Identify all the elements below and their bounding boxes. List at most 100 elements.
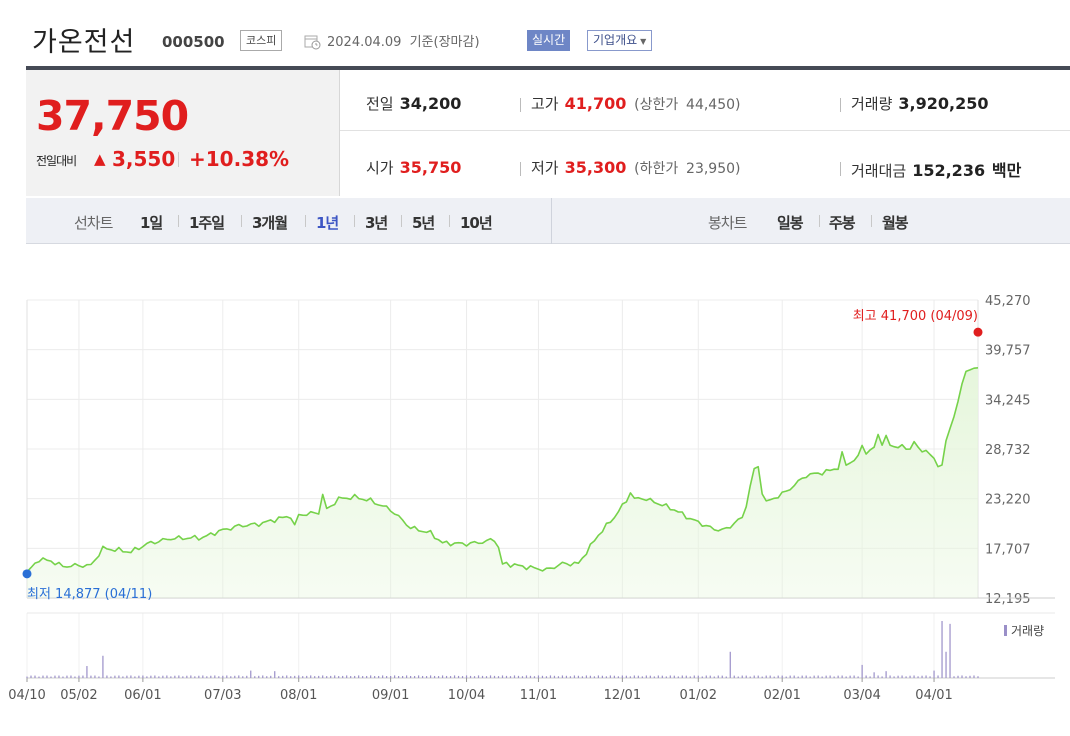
divider [520,98,521,112]
volume-bar [793,675,795,678]
volume-bar [889,675,891,678]
volume-bar [102,655,104,678]
candle-option-weekly[interactable]: 주봉 [829,214,856,232]
period-option-1d[interactable]: 1일 [140,214,163,232]
volume-bar [286,675,288,678]
volume-label: 거래량 [851,95,893,113]
realtime-button[interactable]: 실시간 [527,30,571,51]
volume-bar [346,675,348,678]
volume-bar [106,675,108,678]
volume-bar [657,675,659,678]
volume-bar [234,675,236,678]
y-tick-label: 23,220 [985,493,1031,508]
high-value: 41,700 [564,94,627,113]
divider [449,215,450,227]
volume-bar [877,675,879,678]
volume-bar [509,676,512,678]
high-marker [973,327,983,337]
prev-close-value: 34,200 [399,94,462,113]
volume-bar [318,675,320,678]
x-tick-label: 12/01 [604,688,641,703]
volume-bar [577,675,580,678]
x-tick-label: 07/03 [204,688,241,703]
period-option-1w[interactable]: 1주일 [189,214,225,232]
candle-option-daily[interactable]: 일봉 [777,214,804,232]
company-overview-dropdown[interactable]: 기업개요 ▼ [587,30,653,51]
volume-bar [174,675,176,678]
y-tick-label: 45,270 [985,294,1031,309]
volume-bar [413,676,416,678]
volume-bar [406,675,408,678]
x-tick-label: 11/01 [520,688,557,703]
prev-close: 전일 34,200 [366,93,461,114]
volume-bar [158,676,160,678]
volume-bar [521,676,524,678]
volume-bar [885,671,887,678]
x-tick-label: 03/04 [843,688,880,703]
chart-period-bar: 선차트 1일 1주일 3개월 1년 3년 5년 10년 봉차트 일봉 주봉 월봉 [26,198,1070,244]
divider [178,215,179,227]
period-option-1y[interactable]: 1년 [316,214,339,232]
volume-bar [382,675,384,678]
high-annotation: 최고 41,700 (04/09) [853,309,978,324]
volume-bar [789,675,791,678]
volume-bar [126,675,128,678]
volume-bar [489,675,492,678]
volume-bar [238,675,240,678]
current-price-panel: 37,750 전일대비 ▲ 3,550 +10.38% [26,70,340,196]
volume-bar [865,675,867,678]
volume-bar [545,676,548,678]
volume-bar [785,676,787,678]
volume-bar [609,675,611,678]
period-option-5y[interactable]: 5년 [412,214,435,232]
trade-value-label: 거래대금 [851,162,907,180]
volume-bar [585,675,588,678]
volume-bar [869,676,871,678]
as-of-date-text: 2024.04.09 기준(장마감) [327,31,480,50]
volume-bar [737,676,739,678]
volume-bar [873,672,875,678]
price-chart[interactable]: 45,270 39,757 34,245 28,732 23,220 17,707 12,1… [0,280,1070,736]
volume-bar [525,675,528,678]
volume-value: 3,920,250 [898,94,989,113]
as-of-date: 2024.04.09 [327,35,402,50]
volume-bar [298,675,300,678]
volume-bar [565,675,568,678]
volume-bar [717,675,719,678]
volume-bar [386,676,388,678]
volume-bar [258,675,260,678]
volume-bar [374,676,376,678]
volume-bar [485,676,488,678]
volume-bar [402,676,404,678]
volume-bar [977,676,979,678]
volume-bar [190,675,192,678]
volume-bar [505,675,508,678]
volume-bar [945,651,947,678]
volume-bar [721,675,723,678]
volume-bar [222,675,224,678]
volume-bar [813,675,815,678]
volume-bar [949,623,951,678]
x-tick-label: 09/01 [372,688,409,703]
volume-bar [921,675,923,678]
x-tick-label: 01/02 [680,688,717,703]
volume-bar [929,676,931,678]
volume-bar [82,675,84,678]
volume-bar [701,676,703,678]
candle-option-monthly[interactable]: 월봉 [882,214,909,232]
period-option-3y[interactable]: 3년 [365,214,388,232]
volume-bar [166,675,168,678]
divider [840,98,841,112]
volume-bar [893,676,895,678]
volume-bar [437,676,440,678]
volume-bar [342,675,344,678]
period-option-10y[interactable]: 10년 [460,214,493,232]
volume-bar [501,675,504,678]
volume-bar [705,675,707,678]
volume-bar [841,675,843,678]
volume-bar [266,676,268,678]
volume-bar [581,676,584,678]
period-option-3m[interactable]: 3개월 [252,214,288,232]
volume-bar [969,675,971,678]
change-label: 전일대비 [36,154,77,168]
